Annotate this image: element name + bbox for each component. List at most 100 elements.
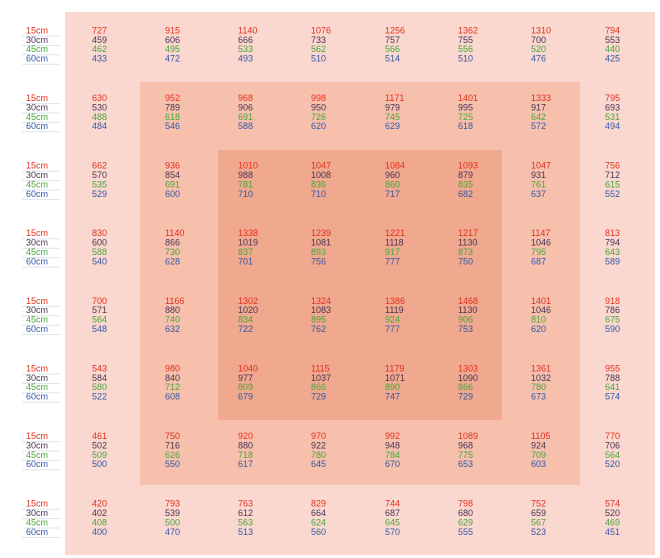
measurement: 645 (311, 459, 326, 469)
measurement: 924 (385, 315, 400, 325)
depth-label: 30cm (26, 35, 48, 45)
measurement: 618 (165, 112, 180, 122)
measurement: 523 (531, 527, 546, 537)
measurement: 762 (311, 324, 326, 334)
measurement: 726 (311, 112, 326, 122)
measurement: 729 (311, 392, 326, 402)
measurement: 556 (458, 44, 473, 54)
depth-label: 30cm (26, 373, 48, 383)
measurement: 572 (531, 121, 546, 131)
measurement: 1147 (531, 228, 550, 238)
measurement: 1032 (531, 373, 551, 383)
measurement: 615 (605, 179, 620, 189)
measurement: 440 (605, 44, 620, 54)
measurement: 659 (531, 508, 546, 518)
measurement: 1076 (311, 25, 331, 35)
measurement: 629 (385, 121, 400, 131)
depth-label: 30cm (26, 238, 48, 248)
measurement: 706 (605, 440, 620, 450)
measurement: 998 (311, 93, 326, 103)
measurement: 531 (605, 112, 620, 122)
measurement: 780 (531, 382, 546, 392)
measurement: 461 (92, 431, 107, 441)
measurement: 795 (605, 93, 620, 103)
measurement: 763 (238, 499, 253, 509)
depth-label: 60cm (26, 121, 48, 131)
measurement: 1302 (238, 296, 258, 306)
depth-label: 60cm (26, 256, 48, 266)
measurement: 693 (605, 102, 620, 112)
measurement: 600 (165, 189, 180, 199)
measurement: 420 (92, 499, 107, 509)
measurement: 642 (531, 112, 546, 122)
measurement: 571 (92, 305, 107, 315)
measurement: 1010 (238, 161, 258, 171)
measurement: 979 (385, 102, 400, 112)
measurement: 757 (385, 35, 400, 45)
measurement: 666 (238, 35, 253, 45)
measurement: 834 (238, 315, 253, 325)
depth-label: 15cm (26, 161, 48, 171)
measurement: 620 (531, 324, 546, 334)
measurement: 563 (238, 517, 253, 527)
measurement: 662 (92, 161, 107, 171)
measurement: 402 (92, 508, 107, 518)
measurement: 560 (311, 527, 326, 537)
measurement: 775 (458, 450, 473, 460)
measurement: 629 (458, 517, 473, 527)
depth-label: 45cm (26, 112, 48, 122)
measurement: 687 (531, 256, 546, 266)
measurement: 673 (531, 392, 546, 402)
measurement: 960 (385, 170, 400, 180)
measurement: 1046 (531, 305, 551, 315)
measurement: 1047 (531, 161, 551, 171)
measurement: 712 (605, 170, 620, 180)
measurement: 895 (311, 315, 326, 325)
depth-label: 15cm (26, 431, 48, 441)
measurement: 566 (385, 44, 400, 54)
measurement: 564 (92, 315, 107, 325)
measurement: 488 (92, 112, 107, 122)
depth-label: 30cm (26, 102, 48, 112)
measurement: 543 (92, 363, 107, 373)
depth-label: 45cm (26, 382, 48, 392)
measurement: 781 (238, 179, 253, 189)
measurement: 570 (385, 527, 400, 537)
measurement: 1140 (165, 228, 184, 238)
measurement: 788 (605, 373, 620, 383)
measurement: 462 (92, 44, 107, 54)
measurement: 493 (238, 54, 253, 64)
depth-label: 15cm (26, 93, 48, 103)
measurement: 522 (92, 392, 107, 402)
measurement: 691 (165, 179, 180, 189)
measurement: 433 (92, 54, 107, 64)
measurement: 612 (238, 508, 253, 518)
measurement: 777 (385, 324, 400, 334)
measurement: 584 (92, 373, 107, 383)
depth-label: 30cm (26, 170, 48, 180)
inner-zone (218, 150, 502, 420)
measurement: 451 (605, 527, 620, 537)
measurement: 722 (238, 324, 253, 334)
measurement: 1046 (531, 238, 551, 248)
depth-label: 30cm (26, 508, 48, 518)
measurement: 588 (238, 121, 253, 131)
measurement: 837 (238, 247, 253, 257)
measurement: 770 (605, 431, 620, 441)
measurement: 1217 (458, 228, 478, 238)
depth-label: 60cm (26, 527, 48, 537)
measurement: 1084 (385, 161, 405, 171)
measurement: 786 (605, 305, 620, 315)
measurement: 809 (238, 382, 253, 392)
depth-label: 45cm (26, 517, 48, 527)
measurement: 680 (458, 508, 473, 518)
measurement: 539 (165, 508, 180, 518)
measurement: 701 (238, 256, 253, 266)
measurement: 729 (458, 392, 473, 402)
measurement: 813 (605, 228, 620, 238)
measurement: 747 (385, 392, 400, 402)
measurement: 618 (458, 121, 473, 131)
measurement: 645 (385, 517, 400, 527)
measurement: 588 (92, 247, 107, 257)
measurement: 1221 (385, 228, 405, 238)
